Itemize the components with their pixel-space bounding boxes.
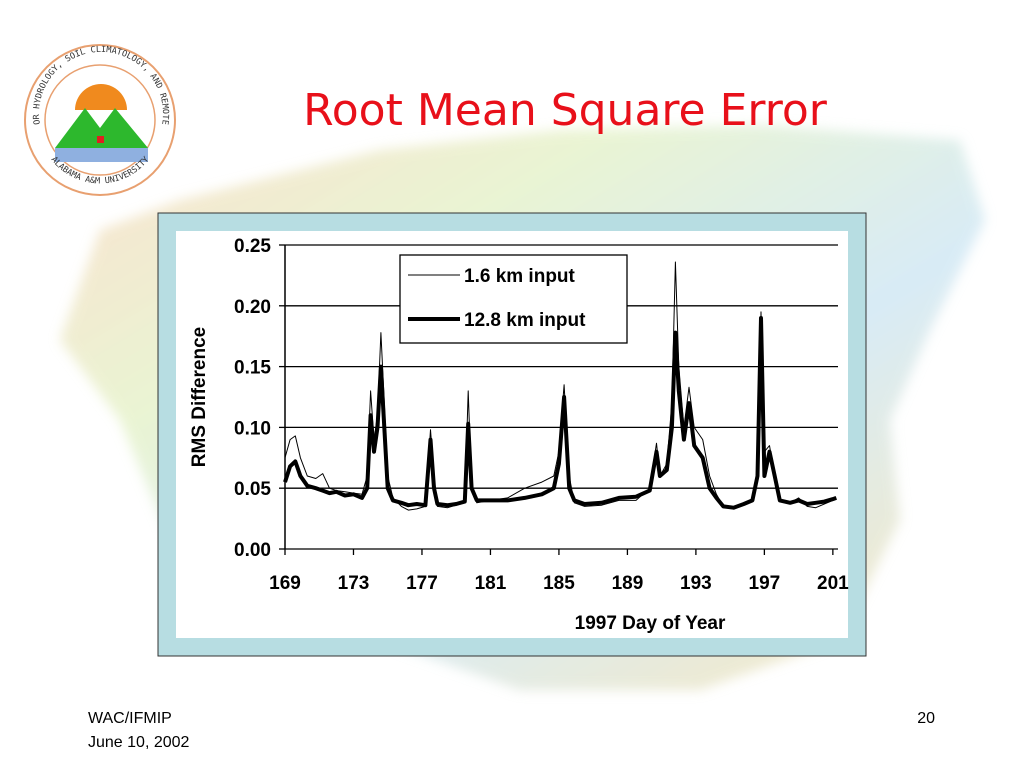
footer-text: June 10, 2002	[88, 734, 190, 751]
x-tick-label: 177	[406, 573, 438, 594]
x-tick-label: 193	[680, 573, 712, 594]
x-tick-label: 169	[269, 573, 301, 594]
x-axis-label: 1997 Day of Year	[575, 613, 726, 634]
x-tick-label: 189	[612, 573, 644, 594]
x-tick-label: 185	[543, 573, 575, 594]
y-axis-label: RMS Difference	[189, 327, 210, 467]
x-tick-label: 197	[749, 573, 781, 594]
slide-title: Root Mean Square Error	[303, 85, 828, 136]
x-tick-label: 181	[475, 573, 507, 594]
y-tick-label: 0.10	[234, 418, 271, 439]
legend-label: 12.8 km input	[464, 310, 586, 331]
logo: CENTER FOR HYDROLOGY, SOIL CLIMATOLOGY, …	[0, 0, 176, 196]
y-tick-label: 0.15	[234, 358, 271, 379]
y-tick-label: 0.00	[234, 540, 271, 561]
x-tick-label: 201	[817, 573, 849, 594]
footer-text: WAC/IFMIP	[88, 710, 172, 727]
y-tick-label: 0.25	[234, 236, 271, 257]
legend-box	[399, 254, 628, 344]
y-tick-label: 0.05	[234, 479, 271, 500]
plot: 0.00 0.05 0.10 0.15 0.20 0.25 169 173 177 181 185 1…	[234, 236, 849, 594]
page-number: 20	[917, 710, 935, 727]
x-tick-label: 173	[338, 573, 370, 594]
series-line	[283, 316, 837, 510]
legend-label: 1.6 km input	[464, 266, 576, 287]
y-tick-label: 0.20	[234, 297, 271, 318]
